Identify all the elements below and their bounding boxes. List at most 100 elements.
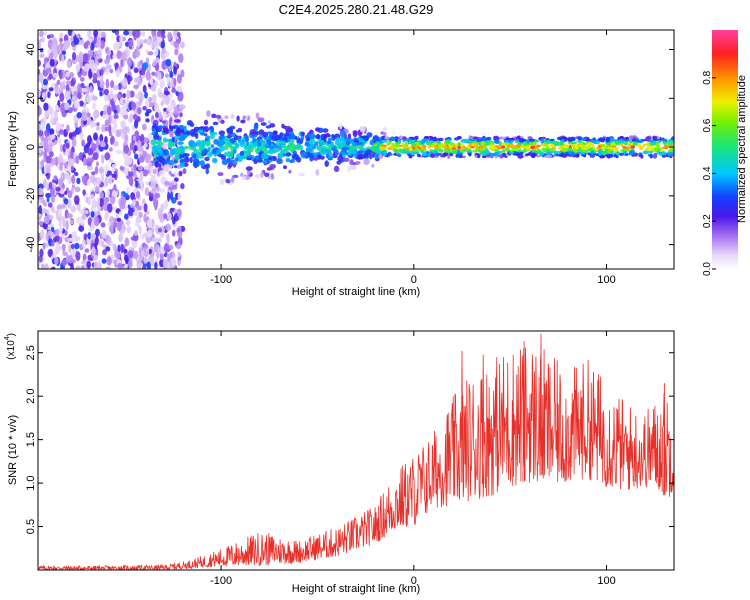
heatmap-cell [41,36,46,43]
heatmap-cell [394,139,399,143]
heatmap-cell [86,112,91,118]
heatmap-cell [99,40,105,50]
heatmap-cell [414,135,419,140]
heatmap-cell [146,229,153,238]
heatmap-cell [338,144,343,150]
heatmap-cell [50,194,56,203]
heatmap-cell [73,100,80,109]
heatmap-cell [267,149,275,155]
heatmap-cell [134,230,138,237]
heatmap-cell [111,125,117,134]
heatmap-cell [177,192,182,201]
heatmap-cell [505,142,510,146]
heatmap-cell [473,141,480,145]
spectrogram-frame [37,29,675,270]
heatmap-cell [192,157,200,165]
heatmap-cell [95,139,100,149]
heatmap-cell [505,147,510,151]
heatmap-cell [210,127,215,133]
heatmap-cell [140,31,146,37]
colorbar-tick-label: 0.2 [702,214,713,228]
heatmap-cell [447,154,451,159]
heatmap-cell [106,256,112,266]
heatmap-cell [79,209,86,215]
heatmap-cell [652,153,658,159]
heatmap-cell [494,139,500,145]
heatmap-cell [257,117,265,123]
heatmap-cell [128,171,134,177]
heatmap-cell [66,80,71,86]
heatmap-cell [39,248,44,258]
heatmap-cell [382,131,387,137]
heatmap-cell [77,72,82,78]
heatmap-cell [101,229,107,239]
heatmap-cell [621,148,628,152]
heatmap-cell [44,129,50,137]
heatmap-cell [262,131,269,138]
heatmap-cell [634,137,638,140]
heatmap-cell [163,199,169,210]
heatmap-cell [600,138,605,143]
heatmap-cell [107,203,113,213]
snr-series-line [38,333,674,570]
heatmap-cell [268,140,272,147]
heatmap-cell [410,142,417,147]
heatmap-cell [472,149,479,153]
heatmap-cell [159,79,165,89]
heatmap-cell [123,144,130,154]
heatmap-cell [313,157,319,161]
heatmap-cell [141,123,147,131]
heatmap-cell [58,137,62,146]
heatmap-cell [553,141,559,147]
heatmap-cell [462,145,466,150]
heatmap-cell [166,253,172,258]
heatmap-cell [203,119,209,126]
heatmap-cell [174,48,179,56]
heatmap-cell [190,131,197,137]
heatmap-cell [70,236,76,243]
heatmap-cell [161,159,165,166]
heatmap-cell [104,214,108,220]
heatmap-cell [79,76,85,82]
heatmap-cell [94,228,101,237]
colorbar-gradient [712,30,738,269]
heatmap-cell [126,225,132,234]
heatmap-cell [159,187,166,193]
heatmap-cell [440,137,444,141]
heatmap-cell [173,66,177,75]
heatmap-cell [99,75,104,83]
heatmap-cell [129,90,135,98]
heatmap-cell [137,165,144,171]
heatmap-cell [153,198,159,208]
heatmap-cell [213,138,219,145]
heatmap-cell [162,258,168,269]
heatmap-cell [106,106,112,116]
heatmap-cell [148,96,153,103]
heatmap-cell [315,169,320,176]
heatmap-cell [304,141,311,147]
heatmap-cell [65,142,70,149]
heatmap-cell [144,112,149,117]
heatmap-cell [45,181,50,190]
heatmap-cell [509,143,515,149]
heatmap-cell [255,112,260,119]
heatmap-cell [141,249,145,258]
heatmap-cell [658,152,664,156]
heatmap-cell [101,240,105,247]
heatmap-cell [96,80,101,87]
heatmap-cell [174,135,180,140]
heatmap-cell [382,127,387,132]
heatmap-cell [142,84,147,93]
heatmap-cell [380,131,384,135]
heatmap-cell [119,34,124,44]
heatmap-cell [179,41,185,49]
heatmap-cell [143,232,148,237]
heatmap-cell [503,139,510,143]
heatmap-cell [51,42,57,53]
heatmap-cell [337,155,344,162]
heatmap-cell [179,112,183,118]
heatmap-cell [44,263,49,269]
heatmap-cell [384,136,390,140]
heatmap-cell [87,135,92,145]
heatmap-cell [51,239,55,247]
